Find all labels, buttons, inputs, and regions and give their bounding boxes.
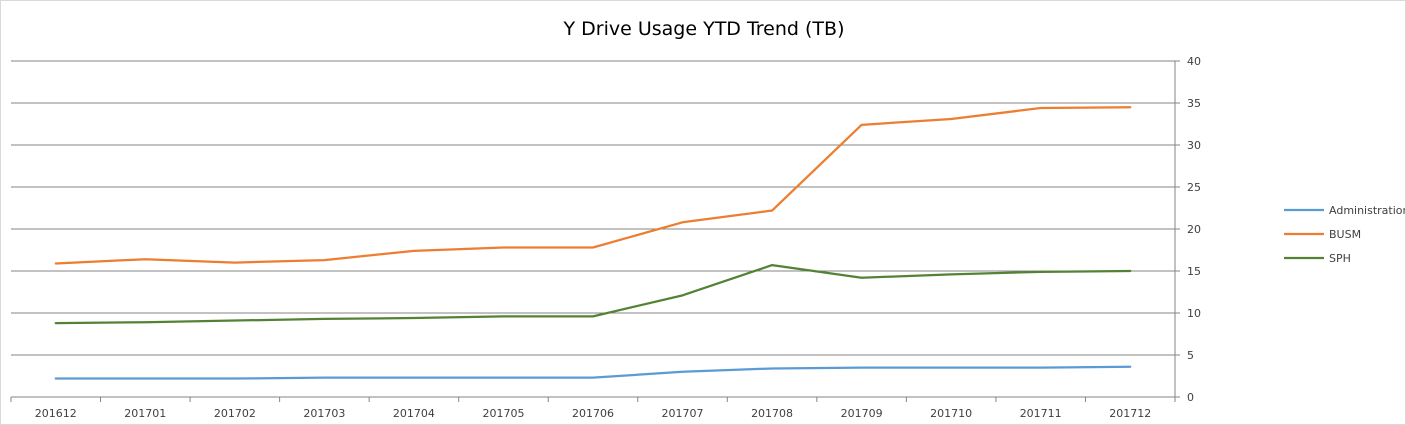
chart-title: Y Drive Usage YTD Trend (TB): [563, 18, 845, 40]
y-tick-label: 40: [1187, 55, 1201, 68]
data-point-sph: [591, 314, 595, 318]
legend-label-sph: SPH: [1329, 252, 1351, 265]
y-tick-label: 25: [1187, 181, 1201, 194]
data-point-busm: [501, 245, 505, 249]
series-lines: [54, 105, 1132, 381]
x-tick-label: 201703: [303, 407, 345, 420]
y-tick-label: 0: [1187, 391, 1194, 404]
data-point-administration: [949, 366, 953, 370]
legend-label-administration: Administration: [1329, 204, 1405, 217]
x-tick-label: 201702: [214, 407, 256, 420]
data-point-administration: [591, 376, 595, 380]
data-point-busm: [591, 245, 595, 249]
x-tick-label: 201701: [124, 407, 166, 420]
data-point-sph: [1128, 269, 1132, 273]
data-point-sph: [143, 320, 147, 324]
y-tick-label: 30: [1187, 139, 1201, 152]
series-line-administration: [54, 365, 1132, 380]
data-point-administration: [681, 370, 685, 374]
y-tick-label: 10: [1187, 307, 1201, 320]
data-point-sph: [322, 317, 326, 321]
data-point-busm: [54, 261, 58, 265]
x-tick-label: 201706: [572, 407, 614, 420]
data-point-busm: [949, 117, 953, 121]
data-point-sph: [1039, 270, 1043, 274]
legend-label-busm: BUSM: [1329, 228, 1361, 241]
data-point-administration: [54, 377, 58, 381]
legend: Administration BUSM SPH: [1284, 204, 1405, 265]
data-point-administration: [233, 377, 237, 381]
data-point-administration: [1128, 365, 1132, 369]
x-tick-label: 201712: [1109, 407, 1151, 420]
x-tick-label: 201612: [35, 407, 77, 420]
data-point-administration: [501, 376, 505, 380]
x-tick-label: 201704: [393, 407, 435, 420]
data-point-administration: [412, 376, 416, 380]
x-tick-label: 201708: [751, 407, 793, 420]
data-point-sph: [54, 321, 58, 325]
y-tick-label: 15: [1187, 265, 1201, 278]
data-point-administration: [322, 376, 326, 380]
x-tick-label: 201710: [930, 407, 972, 420]
y-tick-label: 20: [1187, 223, 1201, 236]
data-point-sph: [681, 293, 685, 297]
data-point-busm: [770, 209, 774, 213]
x-tick-label: 201709: [841, 407, 883, 420]
data-point-busm: [233, 261, 237, 265]
data-point-sph: [860, 276, 864, 280]
data-point-busm: [681, 220, 685, 224]
data-point-administration: [1039, 366, 1043, 370]
axes: 0 5 10 15 20 25 30 35 40 201612 201701 201702 201703…: [10, 55, 1201, 420]
x-tick-label: 201705: [482, 407, 524, 420]
data-point-administration: [143, 377, 147, 381]
data-point-sph: [770, 263, 774, 267]
data-point-administration: [770, 366, 774, 370]
data-point-busm: [1039, 106, 1043, 110]
series-line-sph: [54, 263, 1132, 325]
x-tick-label: 201711: [1020, 407, 1062, 420]
y-tick-label: 35: [1187, 97, 1201, 110]
gridlines: [11, 60, 1175, 356]
x-tick-label: 201707: [662, 407, 704, 420]
data-point-sph: [949, 272, 953, 276]
data-point-busm: [1128, 105, 1132, 109]
data-point-busm: [860, 123, 864, 127]
data-point-busm: [143, 257, 147, 261]
data-point-busm: [322, 258, 326, 262]
data-point-busm: [412, 249, 416, 253]
data-point-sph: [501, 314, 505, 318]
series-line-busm: [54, 106, 1132, 265]
data-point-sph: [412, 316, 416, 320]
y-tick-label: 5: [1187, 349, 1194, 362]
data-point-sph: [233, 319, 237, 323]
data-point-administration: [860, 366, 864, 370]
